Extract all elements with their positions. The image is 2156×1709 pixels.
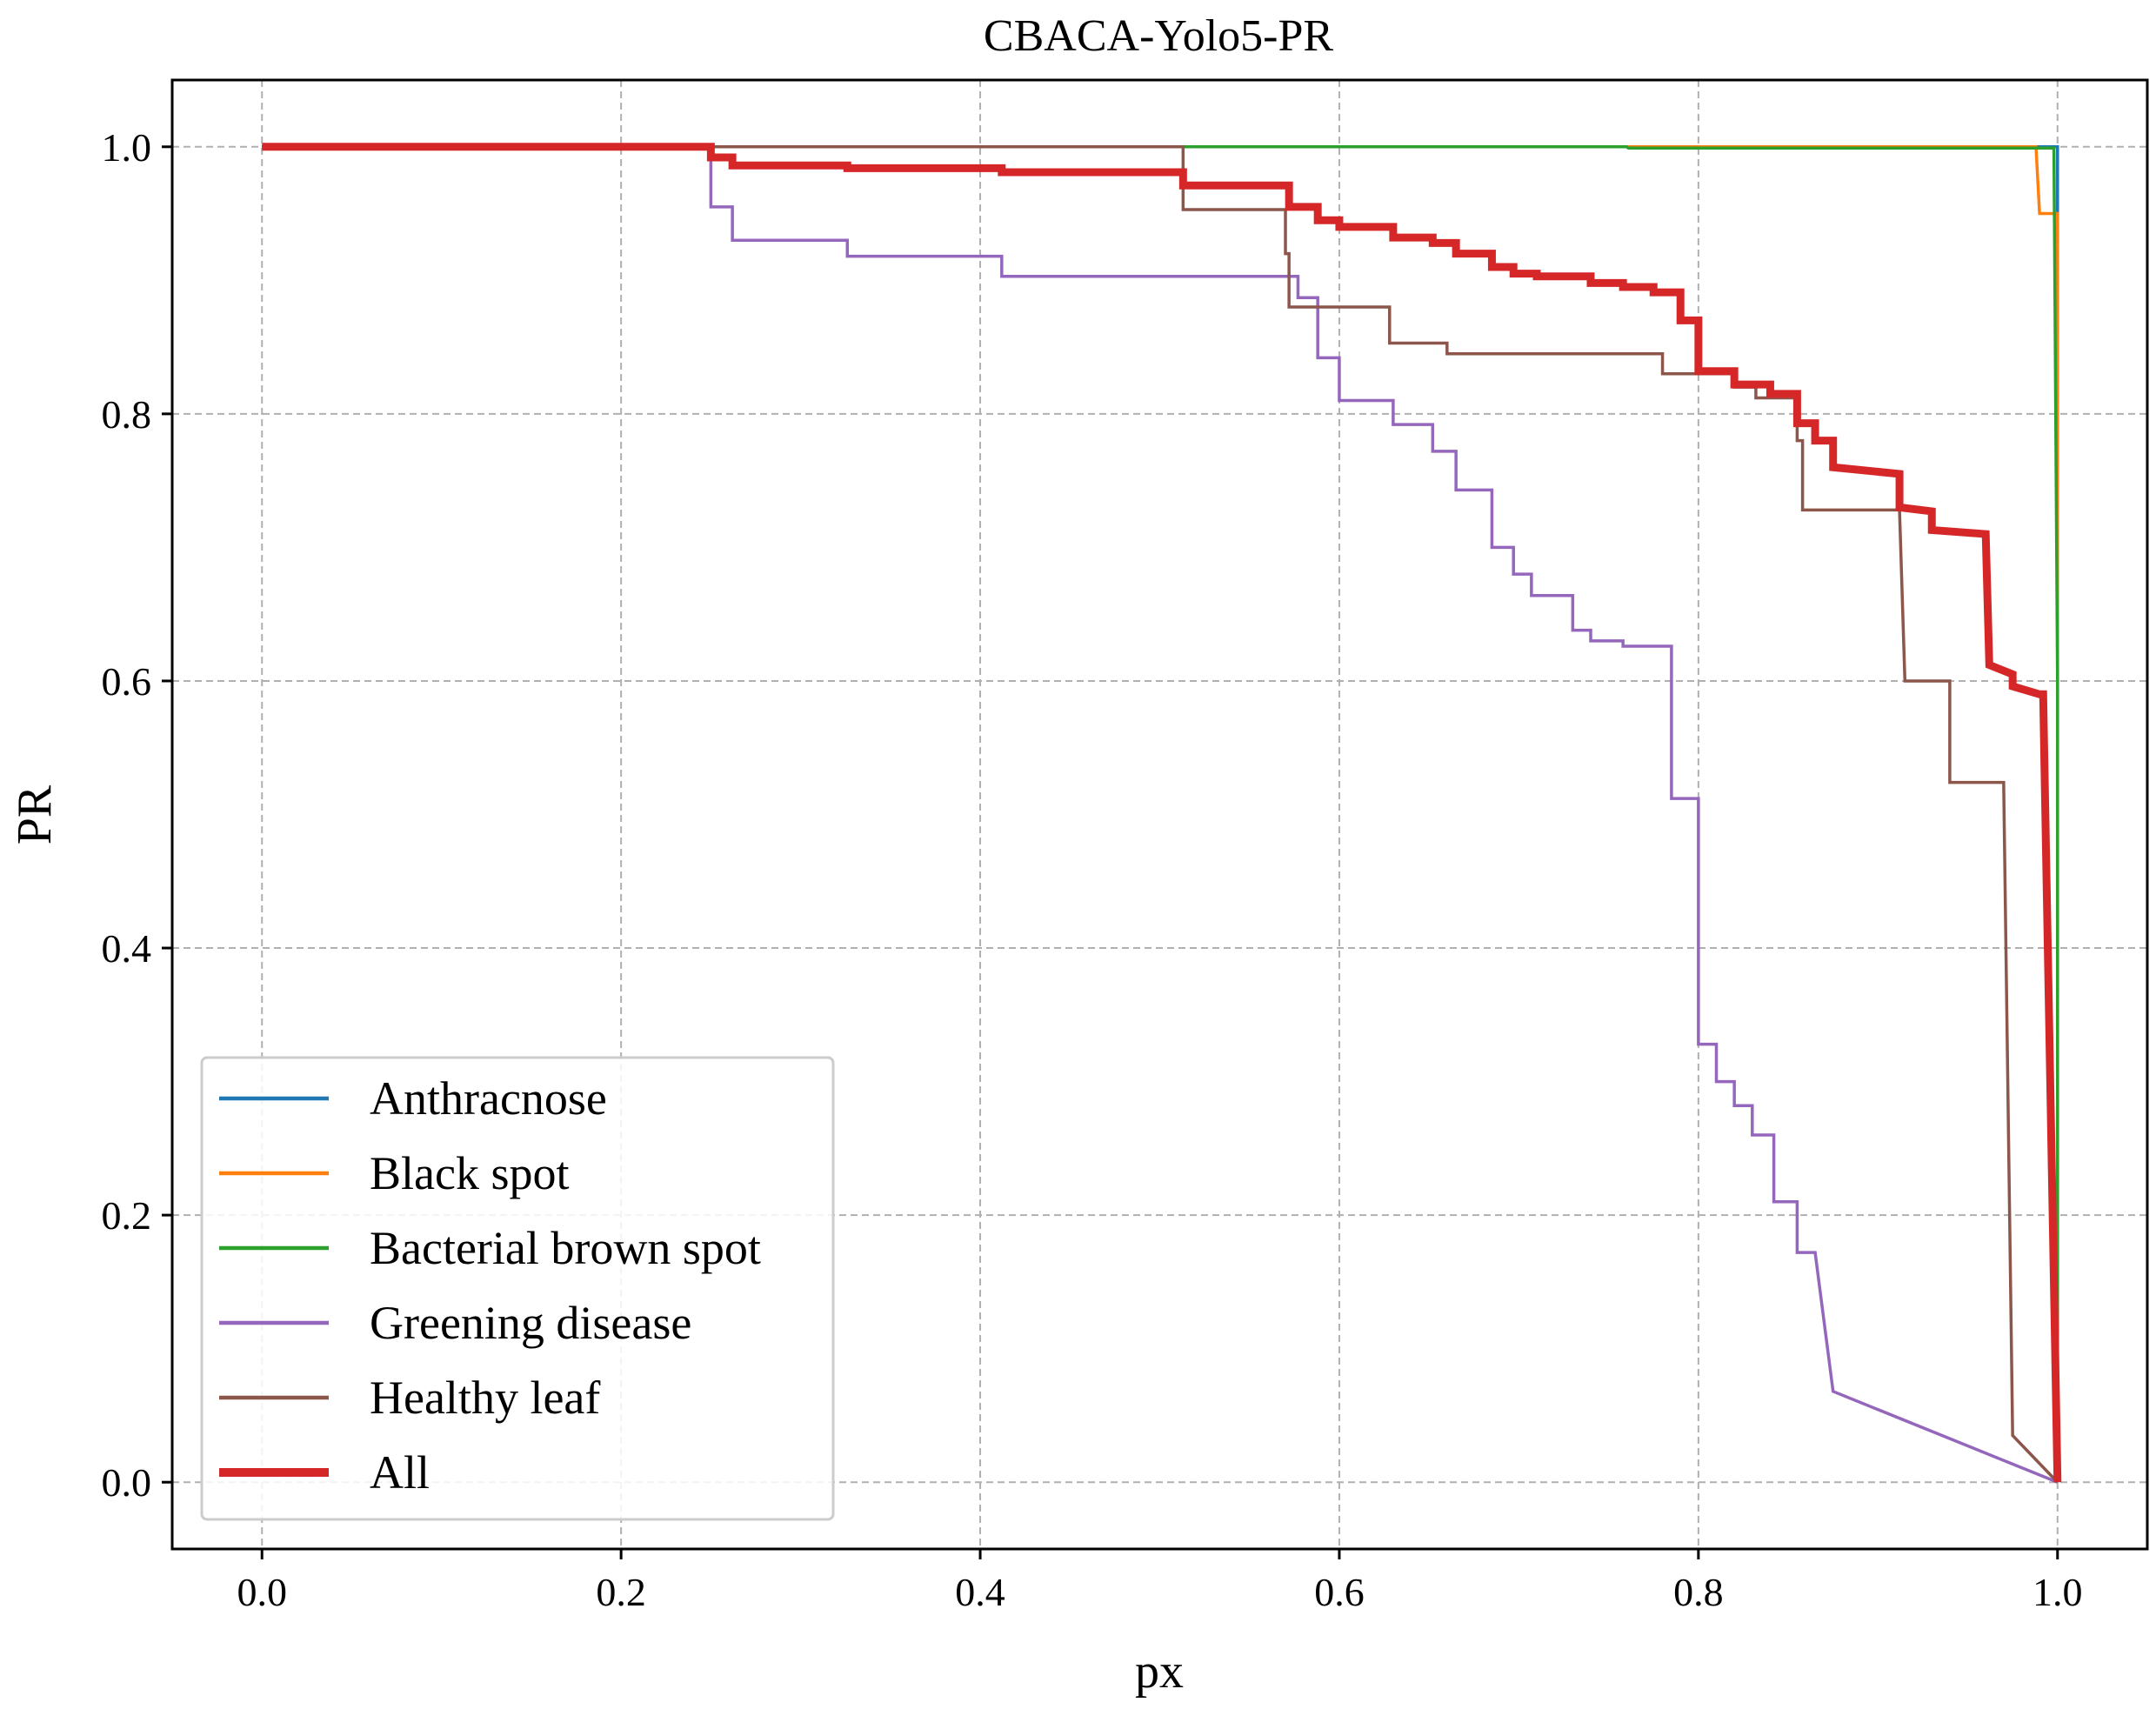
series-line-bacterial-brown-spot xyxy=(262,145,2059,1483)
legend-label-all: All xyxy=(370,1446,430,1499)
y-tick-label: 0.8 xyxy=(102,392,152,437)
x-tick-label: 0.4 xyxy=(955,1570,1005,1614)
y-tick-label: 0.6 xyxy=(102,659,152,704)
legend-label-black-spot: Black spot xyxy=(370,1147,569,1199)
legend-box xyxy=(200,1056,835,1521)
x-tick-label: 0.6 xyxy=(1314,1570,1365,1614)
y-tick-label: 1.0 xyxy=(102,125,152,170)
y-tick-label: 0.4 xyxy=(102,926,152,971)
plot-frame xyxy=(170,78,2149,1551)
series-line-all xyxy=(262,143,2062,1483)
y-axis-title: PR xyxy=(8,784,62,844)
chart-title: CBACA-Yolo5-PR xyxy=(984,11,1334,61)
x-tick-label: 0.0 xyxy=(237,1570,287,1614)
series-line-greening-disease xyxy=(262,145,2059,1484)
x-tick-label: 0.2 xyxy=(596,1570,646,1614)
legend: Anthracnose Black spot Bacterial brown spo… xyxy=(200,1056,835,1521)
legend-label-healthy-leaf: Healthy leaf xyxy=(370,1372,600,1424)
x-tick-label: 1.0 xyxy=(2033,1570,2083,1614)
legend-label-anthracnose: Anthracnose xyxy=(370,1072,607,1125)
series-lines xyxy=(262,143,2062,1484)
y-tick-label: 0.0 xyxy=(102,1460,152,1505)
x-axis-ticks: 0.0 0.2 0.4 0.6 0.8 1.0 xyxy=(237,1549,2083,1614)
legend-label-greening-disease: Greening disease xyxy=(370,1297,691,1349)
y-tick-label: 0.2 xyxy=(102,1193,152,1238)
legend-label-bacterial-brown-spot: Bacterial brown spot xyxy=(370,1222,761,1274)
y-axis-ticks: 0.0 0.2 0.4 0.6 0.8 1.0 xyxy=(102,125,172,1505)
x-axis-title: px xyxy=(1135,1645,1184,1699)
x-tick-label: 0.8 xyxy=(1673,1570,1724,1614)
